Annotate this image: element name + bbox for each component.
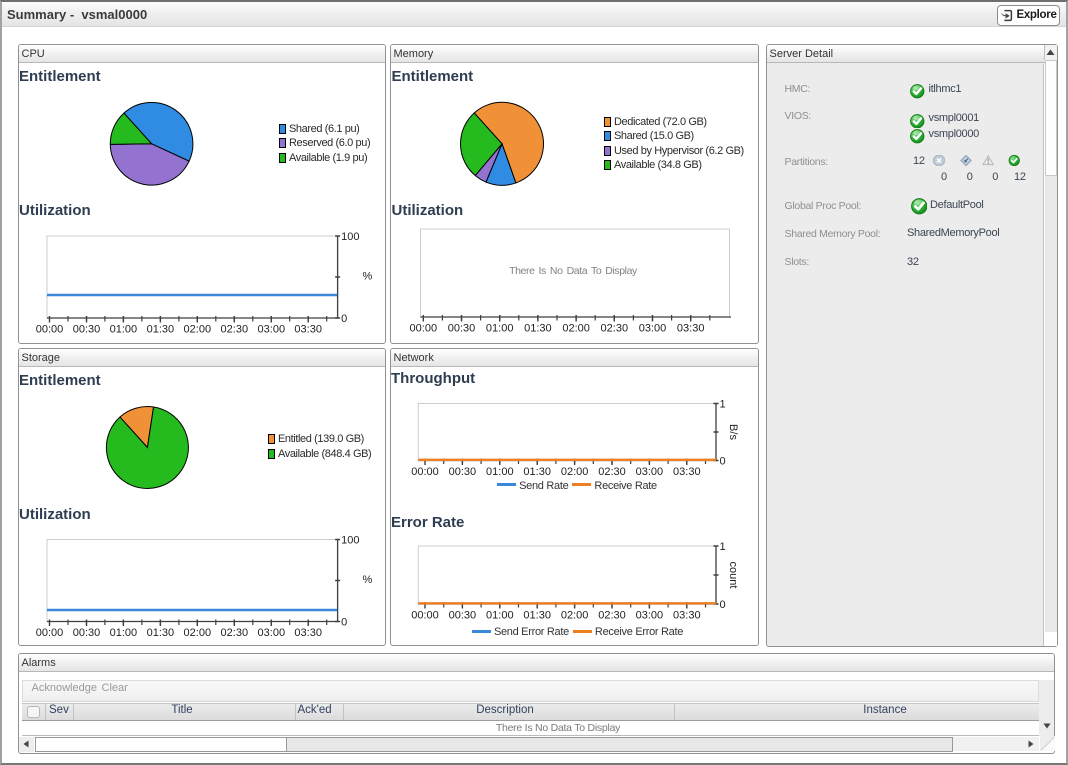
svg-text:00:30: 00:30 (448, 323, 476, 335)
svg-text:00:00: 00:00 (36, 324, 64, 336)
svg-text:03:30: 03:30 (294, 627, 322, 639)
svg-text:00:00: 00:00 (36, 627, 64, 639)
svg-text:02:30: 02:30 (598, 466, 626, 478)
svg-text:03:00: 03:00 (258, 324, 286, 336)
svg-text:100: 100 (341, 535, 359, 547)
svg-text:1: 1 (720, 541, 726, 553)
svg-text:%: % (363, 574, 373, 586)
svg-text:03:00: 03:00 (639, 323, 667, 335)
svg-text:03:30: 03:30 (677, 323, 705, 335)
svg-text:%: % (363, 271, 373, 283)
svg-text:100: 100 (341, 231, 359, 243)
svg-text:0: 0 (341, 617, 347, 629)
svg-text:00:30: 00:30 (449, 466, 477, 478)
svg-text:03:00: 03:00 (636, 466, 664, 478)
svg-text:02:30: 02:30 (221, 627, 249, 639)
svg-text:03:00: 03:00 (636, 610, 664, 622)
svg-text:03:30: 03:30 (294, 324, 322, 336)
svg-text:00:30: 00:30 (73, 324, 101, 336)
svg-text:01:30: 01:30 (524, 323, 552, 335)
svg-text:01:30: 01:30 (147, 324, 175, 336)
svg-text:03:30: 03:30 (673, 610, 701, 622)
svg-text:03:30: 03:30 (673, 466, 701, 478)
svg-text:02:30: 02:30 (598, 610, 626, 622)
svg-text:02:00: 02:00 (561, 610, 589, 622)
svg-text:0: 0 (720, 456, 726, 468)
svg-text:02:00: 02:00 (561, 466, 589, 478)
svg-text:02:00: 02:00 (184, 627, 212, 639)
svg-text:01:30: 01:30 (147, 627, 175, 639)
svg-text:01:30: 01:30 (523, 466, 551, 478)
svg-text:00:00: 00:00 (410, 323, 438, 335)
svg-text:01:00: 01:00 (110, 627, 138, 639)
svg-text:00:30: 00:30 (73, 627, 101, 639)
svg-text:00:00: 00:00 (411, 610, 439, 622)
svg-text:02:30: 02:30 (601, 323, 629, 335)
svg-text:00:30: 00:30 (449, 610, 477, 622)
svg-text:01:30: 01:30 (523, 610, 551, 622)
svg-text:02:00: 02:00 (184, 324, 212, 336)
svg-text:03:00: 03:00 (258, 627, 286, 639)
svg-text:01:00: 01:00 (486, 323, 514, 335)
svg-text:count: count (727, 562, 739, 589)
svg-text:02:30: 02:30 (221, 324, 249, 336)
svg-text:02:00: 02:00 (562, 323, 590, 335)
svg-text:01:00: 01:00 (486, 610, 514, 622)
svg-text:01:00: 01:00 (486, 466, 514, 478)
svg-text:0: 0 (720, 599, 726, 611)
svg-text:00:00: 00:00 (411, 466, 439, 478)
svg-text:B/s: B/s (727, 424, 739, 440)
svg-text:0: 0 (341, 313, 347, 325)
svg-text:1: 1 (720, 399, 726, 411)
svg-text:01:00: 01:00 (110, 324, 138, 336)
